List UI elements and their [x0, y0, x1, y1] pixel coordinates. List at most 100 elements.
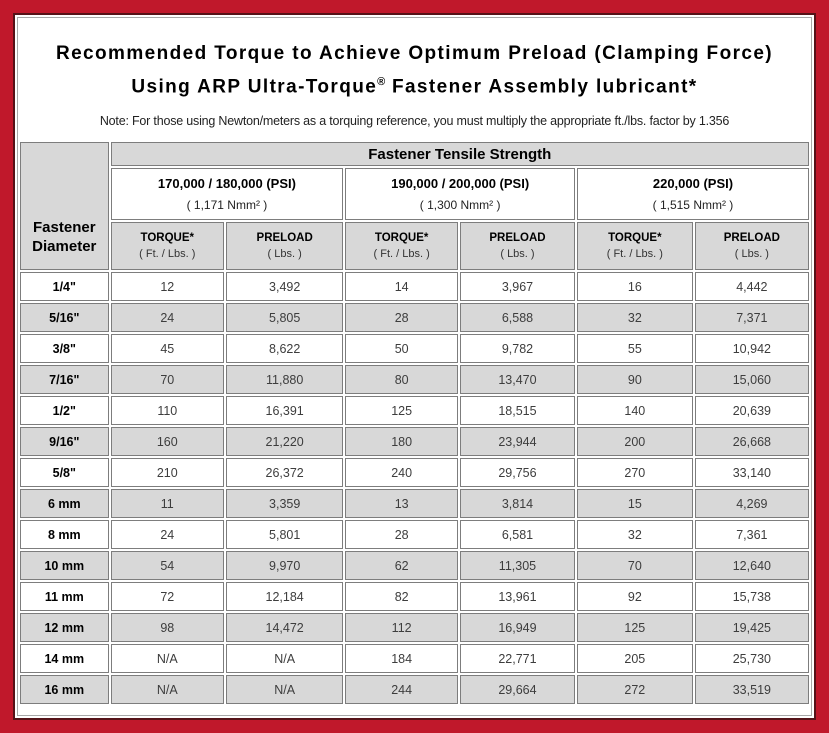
- main-header: Fastener Tensile Strength: [110, 142, 809, 167]
- cell-value: 11: [110, 489, 224, 519]
- torque-label: TORQUE*: [140, 232, 195, 245]
- cell-value: 7,361: [694, 520, 809, 550]
- table-row: 5/8" 210 26,372 240 29,756 270 33,140: [20, 458, 809, 488]
- preload-header: PRELOAD ( Lbs. ): [226, 222, 344, 271]
- cell-value: 200: [576, 427, 693, 457]
- table-row: 6 mm 11 3,359 13 3,814 15 4,269: [20, 489, 809, 519]
- cell-value: 3,359: [226, 489, 344, 519]
- table-row: 1/4" 12 3,492 14 3,967 16 4,442: [20, 272, 809, 302]
- torque-header: TORQUE* ( Ft. / Lbs. ): [345, 222, 458, 271]
- main-header-row: Fastener Diameter Fastener Tensile Stren…: [20, 142, 809, 271]
- cell-value: 33,519: [694, 675, 809, 705]
- table-row: 8 mm 24 5,801 28 6,581 32 7,361: [20, 520, 809, 550]
- row-diameter: 1/2": [20, 396, 109, 426]
- cell-value: 26,668: [694, 427, 809, 457]
- torque-unit: ( Ft. / Lbs. ): [373, 248, 430, 261]
- preload-unit: ( Lbs. ): [500, 248, 535, 261]
- cell-value: 3,967: [459, 272, 575, 302]
- row-diameter: 7/16": [20, 365, 109, 395]
- cell-value: 29,756: [459, 458, 575, 488]
- cell-value: 80: [345, 365, 458, 395]
- cell-value: 160: [110, 427, 224, 457]
- cell-value: 13: [345, 489, 458, 519]
- cell-value: 24: [110, 303, 224, 333]
- cell-value: 5,801: [226, 520, 344, 550]
- cell-value: 184: [345, 644, 458, 674]
- row-diameter: 16 mm: [20, 675, 109, 705]
- sub-header-row: TORQUE* ( Ft. / Lbs. ) PRELOAD ( Lbs. ) …: [20, 222, 809, 271]
- table-row: 11 mm 72 12,184 82 13,961 92 15,738: [20, 582, 809, 612]
- cell-value: 10,942: [694, 334, 809, 364]
- psi-label: 170,000 / 180,000 (PSI): [157, 176, 296, 192]
- cell-value: 5,805: [226, 303, 344, 333]
- cell-value: 125: [576, 613, 693, 643]
- cell-value: 244: [345, 675, 458, 705]
- preload-unit: ( Lbs. ): [734, 248, 769, 261]
- cell-value: 14,472: [226, 613, 344, 643]
- cell-value: 11,880: [226, 365, 344, 395]
- psi-header-row: 170,000 / 180,000 (PSI) ( 1,171 Nmm² ) 1…: [20, 168, 809, 221]
- cell-value: 12: [110, 272, 224, 302]
- psi-group-190: 190,000 / 200,000 (PSI) ( 1,300 Nmm² ): [345, 168, 575, 221]
- row-diameter: 9/16": [20, 427, 109, 457]
- cell-value: 70: [110, 365, 224, 395]
- cell-value: 70: [576, 551, 693, 581]
- title-block: Recommended Torque to Achieve Optimum Pr…: [18, 18, 811, 128]
- torque-table: Fastener Diameter Fastener Tensile Stren…: [18, 140, 811, 707]
- cell-value: 24: [110, 520, 224, 550]
- table-row: 10 mm 54 9,970 62 11,305 70 12,640: [20, 551, 809, 581]
- cell-value: 110: [110, 396, 224, 426]
- cell-value: 9,782: [459, 334, 575, 364]
- cell-value: 16: [576, 272, 693, 302]
- cell-value: 62: [345, 551, 458, 581]
- page-inner: Recommended Torque to Achieve Optimum Pr…: [17, 17, 812, 716]
- psi-group-170: 170,000 / 180,000 (PSI) ( 1,171 Nmm² ): [110, 168, 344, 221]
- registered-mark: ®: [377, 76, 386, 88]
- preload-unit: ( Lbs. ): [267, 248, 302, 261]
- nmm-label: ( 1,171 Nmm² ): [186, 198, 268, 213]
- cell-value: 3,492: [226, 272, 344, 302]
- table-row: 7/16" 70 11,880 80 13,470 90 15,060: [20, 365, 809, 395]
- cell-value: 26,372: [226, 458, 344, 488]
- torque-label: TORQUE*: [374, 232, 429, 245]
- page-title: Recommended Torque to Achieve Optimum Pr…: [18, 39, 811, 101]
- nmm-label: ( 1,515 Nmm² ): [652, 198, 734, 213]
- cell-value: 19,425: [694, 613, 809, 643]
- cell-value: 72: [110, 582, 224, 612]
- cell-value: 4,269: [694, 489, 809, 519]
- table-row: 12 mm 98 14,472 112 16,949 125 19,425: [20, 613, 809, 643]
- title-line2-end: Fastener Assembly lubricant*: [385, 76, 698, 98]
- torque-unit: ( Ft. / Lbs. ): [606, 248, 663, 261]
- cell-value: 125: [345, 396, 458, 426]
- row-diameter: 10 mm: [20, 551, 109, 581]
- cell-value: 82: [345, 582, 458, 612]
- row-diameter: 11 mm: [20, 582, 109, 612]
- preload-label: PRELOAD: [723, 232, 780, 245]
- cell-value: 55: [576, 334, 693, 364]
- row-diameter: 12 mm: [20, 613, 109, 643]
- cell-value: N/A: [110, 644, 224, 674]
- cell-value: 15,060: [694, 365, 809, 395]
- cell-value: N/A: [226, 644, 344, 674]
- cell-value: 6,588: [459, 303, 575, 333]
- row-diameter: 8 mm: [20, 520, 109, 550]
- cell-value: 14: [345, 272, 458, 302]
- table-row: 16 mm N/A N/A 244 29,664 272 33,519: [20, 675, 809, 705]
- cell-value: 29,664: [459, 675, 575, 705]
- torque-header: TORQUE* ( Ft. / Lbs. ): [576, 222, 693, 271]
- cell-value: 12,184: [226, 582, 344, 612]
- cell-value: 33,140: [694, 458, 809, 488]
- row-diameter: 3/8": [20, 334, 109, 364]
- cell-value: 18,515: [459, 396, 575, 426]
- preload-header: PRELOAD ( Lbs. ): [694, 222, 809, 271]
- cell-value: 25,730: [694, 644, 809, 674]
- cell-value: 8,622: [226, 334, 344, 364]
- nmm-label: ( 1,300 Nmm² ): [419, 198, 501, 213]
- row-diameter: 1/4": [20, 272, 109, 302]
- cell-value: 205: [576, 644, 693, 674]
- cell-value: 6,581: [459, 520, 575, 550]
- cell-value: 54: [110, 551, 224, 581]
- preload-header: PRELOAD ( Lbs. ): [459, 222, 575, 271]
- preload-label: PRELOAD: [489, 232, 546, 245]
